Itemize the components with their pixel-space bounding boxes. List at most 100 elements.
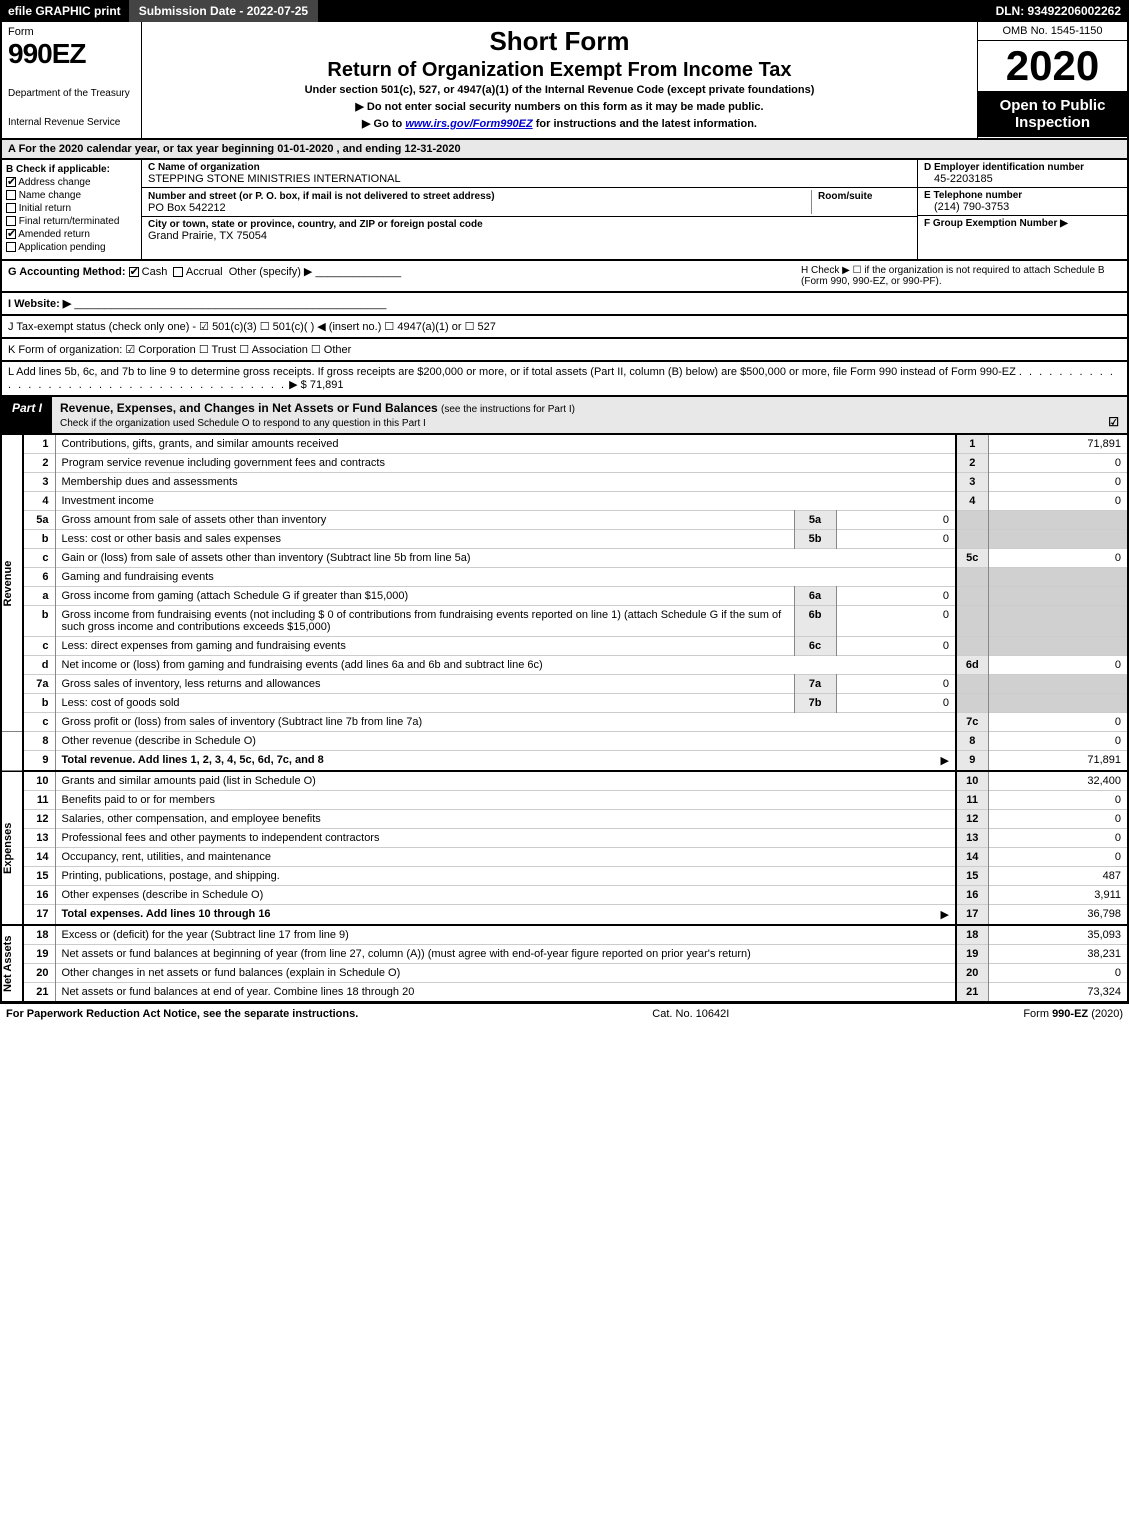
- line-desc: Investment income: [55, 492, 956, 511]
- row-l-gross: L Add lines 5b, 6c, and 7b to line 9 to …: [0, 362, 1129, 397]
- sub-val: 0: [836, 675, 956, 694]
- table-row: 9 Total revenue. Add lines 1, 2, 3, 4, 5…: [1, 751, 1128, 772]
- table-row: 15 Printing, publications, postage, and …: [1, 867, 1128, 886]
- table-row: b Less: cost or other basis and sales ex…: [1, 530, 1128, 549]
- line-box: 11: [956, 791, 988, 810]
- chk-application: Application pending: [6, 242, 137, 253]
- part1-table: Revenue 1 Contributions, gifts, grants, …: [0, 435, 1129, 1003]
- checkbox-icon: [173, 267, 183, 277]
- line-num: 15: [23, 867, 55, 886]
- col-c-org: C Name of organization STEPPING STONE MI…: [142, 160, 917, 259]
- footer-right-post: (2020): [1088, 1008, 1123, 1020]
- line-val: 0: [988, 810, 1128, 829]
- sub-box: 5b: [794, 530, 836, 549]
- goto-link[interactable]: www.irs.gov/Form990EZ: [405, 118, 532, 130]
- tax-year: 2020: [978, 41, 1127, 91]
- g-cash: Cash: [142, 266, 168, 278]
- line-box-gray: [956, 637, 988, 656]
- line-box: 7c: [956, 713, 988, 732]
- table-row: 4 Investment income 4 0: [1, 492, 1128, 511]
- no-ssn-line: ▶ Do not enter social security numbers o…: [148, 100, 971, 113]
- line-num: 13: [23, 829, 55, 848]
- line-num: a: [23, 587, 55, 606]
- col-d-ids: D Employer identification number 45-2203…: [917, 160, 1127, 259]
- line-num: 21: [23, 983, 55, 1003]
- j-text: J Tax-exempt status (check only one) - ☑…: [8, 321, 496, 333]
- line-val: 0: [988, 454, 1128, 473]
- page-footer: For Paperwork Reduction Act Notice, see …: [0, 1003, 1129, 1024]
- line-box: 20: [956, 964, 988, 983]
- sub-box: 6b: [794, 606, 836, 637]
- header-center: Short Form Return of Organization Exempt…: [142, 22, 977, 138]
- footer-catno: Cat. No. 10642I: [652, 1008, 729, 1020]
- table-row: 7a Gross sales of inventory, less return…: [1, 675, 1128, 694]
- table-row: 3 Membership dues and assessments 3 0: [1, 473, 1128, 492]
- line-val-gray: [988, 568, 1128, 587]
- g-accrual: Accrual: [186, 266, 223, 278]
- line-box: 4: [956, 492, 988, 511]
- line-val: 0: [988, 732, 1128, 751]
- table-row: c Less: direct expenses from gaming and …: [1, 637, 1128, 656]
- line-val: 3,911: [988, 886, 1128, 905]
- line-val-gray: [988, 694, 1128, 713]
- line-box-gray: [956, 568, 988, 587]
- line-val: 0: [988, 549, 1128, 568]
- sub-box: 7b: [794, 694, 836, 713]
- goto-post: for instructions and the latest informat…: [533, 118, 757, 130]
- sub-val: 0: [836, 530, 956, 549]
- street-label: Number and street (or P. O. box, if mail…: [148, 191, 495, 202]
- sub-box: 7a: [794, 675, 836, 694]
- street-value: PO Box 542212: [148, 202, 226, 214]
- line-num: b: [23, 694, 55, 713]
- line-num: 20: [23, 964, 55, 983]
- line-val-gray: [988, 637, 1128, 656]
- line-desc: Total expenses. Add lines 10 through 16 …: [55, 905, 956, 926]
- chk-final-label: Final return/terminated: [19, 216, 120, 227]
- arrow-icon: ▶: [941, 908, 949, 921]
- chk-amended: Amended return: [6, 229, 137, 240]
- g-label: G Accounting Method:: [8, 266, 126, 278]
- line-box: 8: [956, 732, 988, 751]
- line-box: 13: [956, 829, 988, 848]
- line-desc: Gain or (loss) from sale of assets other…: [55, 549, 956, 568]
- footer-right-form: 990-EZ: [1052, 1008, 1088, 1020]
- line-box-gray: [956, 511, 988, 530]
- line-val: 0: [988, 473, 1128, 492]
- line-desc: Gaming and fundraising events: [55, 568, 956, 587]
- line-val: 0: [988, 829, 1128, 848]
- open-inspection: Open to Public Inspection: [978, 91, 1127, 137]
- line-desc: Gross profit or (loss) from sales of inv…: [55, 713, 956, 732]
- sub-val: 0: [836, 637, 956, 656]
- checkbox-icon: [6, 229, 16, 239]
- line-val-gray: [988, 606, 1128, 637]
- sub-val: 0: [836, 606, 956, 637]
- part1-checkmark: ☑: [1108, 415, 1119, 429]
- line-num: c: [23, 637, 55, 656]
- footer-right: Form 990-EZ (2020): [1023, 1008, 1123, 1020]
- tel-label: E Telephone number: [924, 190, 1121, 201]
- chk-name: Name change: [6, 190, 137, 201]
- line-num: c: [23, 549, 55, 568]
- line-num: 8: [23, 732, 55, 751]
- side-expenses: Expenses: [1, 771, 23, 925]
- row-g-h: G Accounting Method: Cash Accrual Other …: [0, 261, 1129, 293]
- chk-amended-label: Amended return: [18, 229, 90, 240]
- line-desc: Gross income from fundraising events (no…: [55, 606, 794, 637]
- sub-val: 0: [836, 694, 956, 713]
- ein-label: D Employer identification number: [924, 162, 1121, 173]
- footer-left: For Paperwork Reduction Act Notice, see …: [6, 1008, 358, 1020]
- line-desc: Excess or (deficit) for the year (Subtra…: [55, 925, 956, 945]
- line-desc: Total revenue. Add lines 1, 2, 3, 4, 5c,…: [55, 751, 956, 772]
- line-num: 3: [23, 473, 55, 492]
- header-right: OMB No. 1545-1150 2020 Open to Public In…: [977, 22, 1127, 138]
- chk-final: Final return/terminated: [6, 216, 137, 227]
- dln-label: DLN: 93492206002262: [988, 0, 1129, 22]
- line-num: 7a: [23, 675, 55, 694]
- line-val: 38,231: [988, 945, 1128, 964]
- l-text: L Add lines 5b, 6c, and 7b to line 9 to …: [8, 366, 1016, 378]
- table-row: 17 Total expenses. Add lines 10 through …: [1, 905, 1128, 926]
- table-row: 19 Net assets or fund balances at beginn…: [1, 945, 1128, 964]
- footer-spacer: [358, 1008, 652, 1020]
- line-val-gray: [988, 530, 1128, 549]
- side-netassets: Net Assets: [1, 925, 23, 1002]
